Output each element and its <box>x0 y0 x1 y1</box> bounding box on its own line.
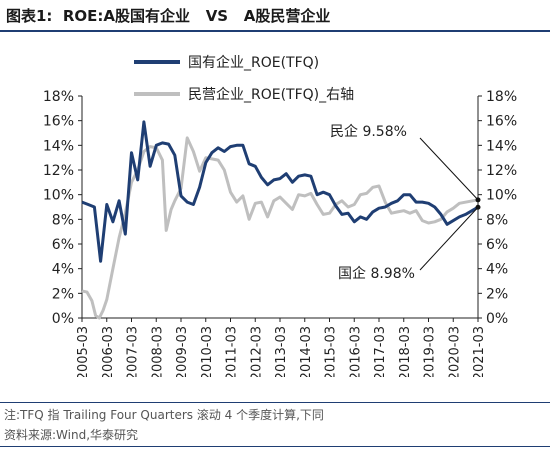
y-tick-label-left: 8% <box>52 212 74 228</box>
y-tick-label-right: 14% <box>486 138 517 154</box>
x-tick-label: 2017-03 <box>373 326 388 377</box>
x-tick-label: 2016-03 <box>348 326 363 377</box>
roe-line-chart: 0% 2% 4% 6% 8% 10% 12% 14% 16% 18% 0% 2% 4% 6% 8% 10% 12… <box>43 54 517 377</box>
y-tick-label-right: 6% <box>486 237 508 253</box>
footnote: 注:TFQ 指 Trailing Four Quarters 滚动 4 个季度计… <box>4 408 324 422</box>
x-tick-label: 2010-03 <box>200 326 215 377</box>
figure-title: 图表1: ROE:A股国有企业 VS A股民营企业 <box>6 7 331 25</box>
y-tick-label-left: 12% <box>43 163 74 179</box>
y-tick-label-right: 2% <box>486 286 508 302</box>
x-tick-label: 2021-03 <box>472 326 487 377</box>
y-tick-label-right: 4% <box>486 262 508 278</box>
y-tick-label-right: 12% <box>486 163 517 179</box>
bottom-divider <box>0 446 550 447</box>
legend-label-0: 国有企业_ROE(TFQ) <box>188 54 319 71</box>
y-tick-label-right: 10% <box>486 188 517 204</box>
x-tick-label: 2005-03 <box>76 326 91 377</box>
footer-divider <box>0 402 550 403</box>
annotation-label-1: 国企 8.98% <box>338 265 415 282</box>
x-tick-label: 2012-03 <box>249 326 264 377</box>
annotation-point-1 <box>475 204 481 210</box>
x-tick-label: 2009-03 <box>175 326 190 377</box>
series-line-0 <box>81 120 479 263</box>
annotations: 民企 9.58% 国企 8.98% <box>330 123 481 282</box>
annotation-point-0 <box>475 197 481 203</box>
x-tick-label: 2019-03 <box>423 326 438 377</box>
axes: 0% 2% 4% 6% 8% 10% 12% 14% 16% 18% 0% 2% 4% 6% 8% 10% 12… <box>43 89 517 377</box>
x-tick-label: 2018-03 <box>398 326 413 377</box>
y-tick-label-left: 4% <box>52 262 74 278</box>
x-tick-label: 2013-03 <box>274 326 289 377</box>
x-tick-label: 2011-03 <box>225 326 240 377</box>
annotation-leader-1 <box>419 206 479 271</box>
y-tick-label-left: 6% <box>52 237 74 253</box>
y-tick-label-right: 16% <box>486 114 517 130</box>
y-tick-label-left: 10% <box>43 188 74 204</box>
x-tick-label: 2020-03 <box>447 326 462 377</box>
annotation-leader-0 <box>419 137 479 201</box>
x-tick-label: 2015-03 <box>324 326 339 377</box>
y-tick-label-right: 8% <box>486 212 508 228</box>
x-tick-label: 2008-03 <box>150 326 165 377</box>
y-tick-label-left: 2% <box>52 286 74 302</box>
legend: 国有企业_ROE(TFQ) 民营企业_ROE(TFQ)_右轴 <box>134 54 354 103</box>
y-tick-label-left: 18% <box>43 89 74 105</box>
y-tick-label-right: 0% <box>486 311 508 327</box>
y-tick-label-left: 0% <box>52 311 74 327</box>
annotation-label-0: 民企 9.58% <box>330 123 407 140</box>
x-tick-label: 2014-03 <box>299 326 314 377</box>
x-tick-label: 2006-03 <box>101 326 116 377</box>
y-tick-label-right: 18% <box>486 89 517 105</box>
y-tick-label-left: 16% <box>43 114 74 130</box>
series-lines <box>81 120 479 320</box>
y-tick-label-left: 14% <box>43 138 74 154</box>
legend-label-1: 民营企业_ROE(TFQ)_右轴 <box>188 86 354 103</box>
source-note: 资料来源:Wind,华泰研究 <box>4 428 139 442</box>
series-line-1 <box>81 136 479 320</box>
title-bar: 图表1: ROE:A股国有企业 VS A股民营企业 <box>0 0 550 32</box>
x-tick-label: 2007-03 <box>126 326 141 377</box>
